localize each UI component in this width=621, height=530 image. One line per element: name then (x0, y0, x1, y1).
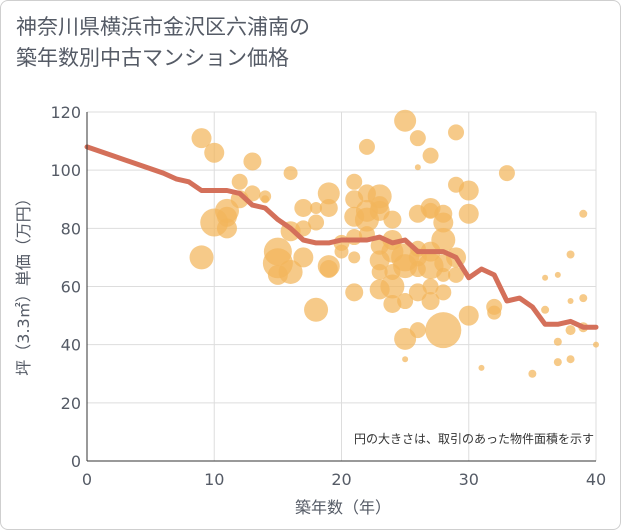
bubble-point (346, 173, 363, 190)
bubble-point (433, 212, 454, 233)
bubble-point (448, 266, 465, 283)
bubble-point (458, 203, 479, 224)
bubble-point (567, 298, 574, 305)
y-tick-label: 60 (61, 278, 81, 297)
bubble-point (204, 142, 225, 163)
bubble-point (295, 220, 312, 237)
bubble-point (541, 305, 550, 314)
trend-line (84, 144, 599, 330)
bubble-point (231, 173, 248, 190)
bubble-point (189, 245, 214, 270)
bubble-point (380, 274, 405, 299)
bubble-point (397, 293, 414, 310)
x-tick-label: 0 (82, 470, 92, 489)
bubble-point (421, 292, 440, 311)
bubble-point (319, 198, 338, 217)
tick-labels: 0 20 40 60 80 100 120 0 10 20 30 40 (50, 103, 606, 489)
bubble-point (345, 283, 364, 302)
bubble-point (553, 358, 562, 367)
title-line-1: 神奈川県横浜市金沢区六浦南の (16, 15, 310, 39)
bubble-point (293, 247, 314, 268)
bubble-series (189, 109, 599, 378)
x-axis-label: 築年数（年） (295, 498, 391, 517)
bubble-point (431, 227, 456, 252)
bubble-point (408, 283, 427, 302)
bubble-point (383, 294, 402, 313)
bubble-point (554, 271, 561, 278)
y-tick-label: 120 (50, 103, 81, 122)
bubble-point (278, 259, 303, 284)
bubble-point (394, 109, 417, 132)
bubble-point (409, 130, 426, 147)
bubble-point (448, 124, 465, 141)
grid-lines (86, 111, 597, 462)
axes (86, 112, 596, 462)
x-tick-label: 40 (586, 470, 606, 489)
bubble-point (542, 274, 549, 281)
bubble-point (528, 369, 537, 378)
x-tick-label: 10 (204, 470, 224, 489)
y-tick-label: 100 (50, 161, 81, 180)
bubble-point (244, 185, 261, 202)
bubble-point (358, 138, 375, 155)
bubble-point (422, 147, 439, 164)
bubble-point (422, 278, 439, 295)
bubble-point (498, 165, 515, 182)
bubble-point (553, 337, 562, 346)
bubble-point (436, 267, 451, 282)
x-tick-label: 30 (459, 470, 479, 489)
y-tick-label: 40 (61, 336, 81, 355)
bubble-point (308, 214, 325, 231)
bubble-point (191, 128, 212, 149)
bubble-point (458, 180, 479, 201)
bubble-point (435, 284, 452, 301)
y-tick-label: 20 (61, 394, 81, 413)
bubble-point (565, 325, 576, 336)
chart-title: 神奈川県横浜市金沢区六浦南の 築年数別中古マンション価格 (16, 12, 310, 74)
bubble-point (458, 305, 479, 326)
bubble-size-note: 円の大きさは、取引のあった物件面積を示す (354, 431, 594, 446)
bubble-point (294, 198, 313, 217)
bubble-point (579, 209, 588, 218)
bubble-point (283, 166, 298, 181)
bubble-point (383, 210, 402, 229)
bubble-point (263, 237, 292, 266)
bubble-point (425, 312, 462, 349)
bubble-point (261, 195, 270, 204)
bubble-point (319, 260, 338, 279)
bubble-point (317, 182, 340, 205)
bubble-point (409, 322, 426, 339)
bubble-point (304, 297, 329, 322)
bubble-point (593, 341, 599, 348)
bubble-point (243, 152, 262, 171)
bubble-point (478, 364, 485, 371)
y-axis-label: 坪（3.3㎡）単価（万円） (14, 190, 33, 375)
y-tick-label: 0 (71, 452, 81, 471)
bubble-point (216, 206, 237, 227)
bubble-point (566, 250, 575, 259)
bubble-point (402, 356, 409, 363)
bubble-point (566, 355, 575, 364)
bubble-point (371, 263, 388, 280)
y-tick-label: 80 (61, 219, 81, 238)
bubble-point (414, 164, 421, 171)
x-tick-label: 20 (331, 470, 351, 489)
bubble-point (487, 305, 502, 320)
bubble-point (310, 201, 323, 214)
bubble-point (579, 294, 588, 303)
title-line-2: 築年数別中古マンション価格 (16, 46, 289, 70)
bubble-point (348, 251, 361, 264)
